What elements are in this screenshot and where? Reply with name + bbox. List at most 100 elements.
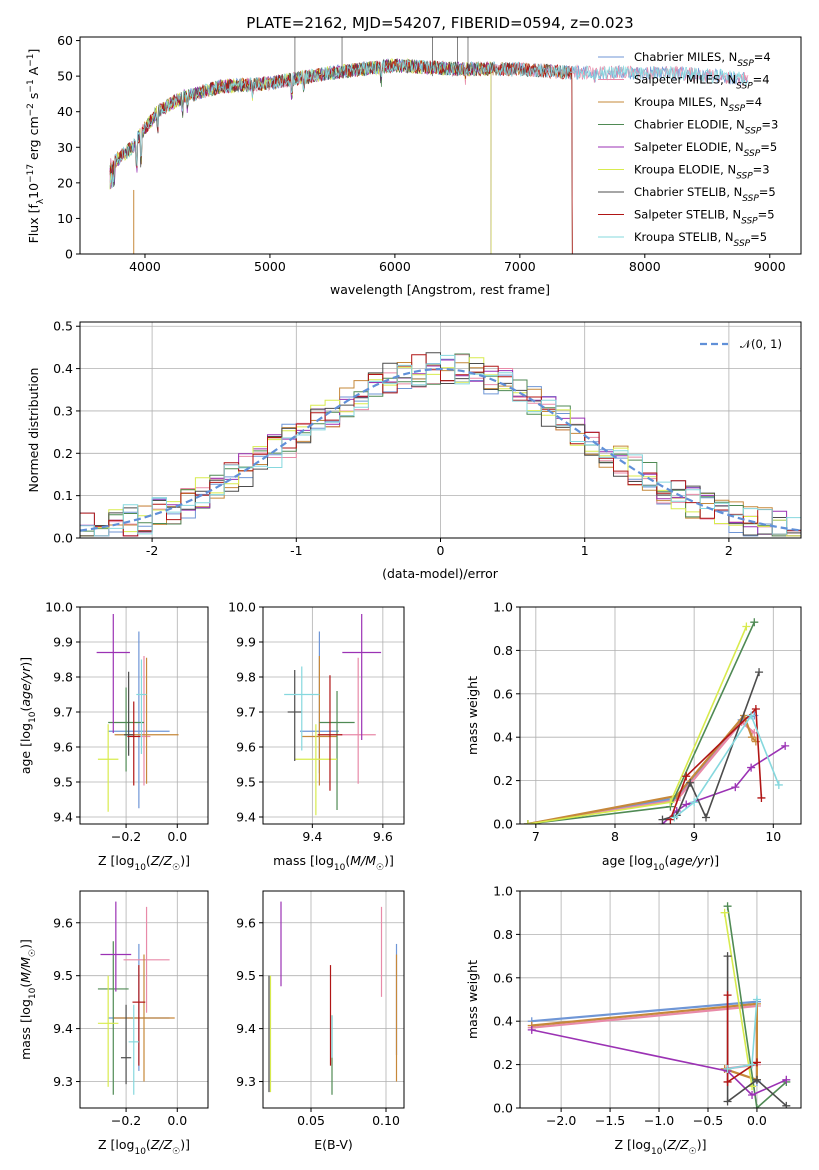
y-tick-label: 9.4 [236, 810, 256, 825]
label-part: age [log [602, 853, 653, 868]
label-part: Kroupa STELIB, N [634, 230, 734, 244]
x-tick-label: 9.4 [302, 829, 322, 844]
label-part: A [26, 66, 41, 79]
label-part: ( [146, 1137, 151, 1152]
label-part: 10 [26, 183, 41, 199]
x-axis-label: mass [log10(M/M☉)] [273, 853, 394, 873]
error-point [319, 691, 355, 810]
weight-marker [690, 798, 699, 807]
error-point [123, 906, 170, 1013]
error-point [127, 701, 141, 786]
weight-series-8 [673, 713, 780, 819]
x-tick-label: −1.0 [644, 1113, 674, 1128]
label-part: ( [664, 853, 669, 868]
label-part: SSP [729, 104, 746, 114]
label-part: ( [18, 707, 33, 712]
y-tick-label: 0.1 [53, 488, 73, 503]
weight-marker [748, 1060, 757, 1069]
label-part: =4 [745, 95, 762, 109]
weight-marker [752, 1058, 761, 1067]
weight-marker [750, 618, 759, 627]
label-part: Z [log [615, 1137, 651, 1152]
label-part: Z [log [98, 1137, 134, 1152]
y-axis-label: mass weight [465, 676, 480, 755]
error-point [301, 656, 338, 786]
weight-marker [781, 741, 790, 750]
legend-label: Chabrier ELODIE, NSSP=3 [634, 118, 778, 137]
label-part: Salpeter STELIB, N [634, 208, 741, 222]
label-part: Salpeter MILES, N [634, 73, 736, 87]
weight-series-2 [531, 1002, 759, 1082]
weight-marker [774, 780, 783, 789]
axes-frame [262, 890, 405, 1109]
plot-area [284, 614, 382, 816]
legend-label: Kroupa MILES, NSSP=4 [634, 95, 762, 114]
y-tick-label: 0.2 [493, 1057, 513, 1072]
weight-series-2 [527, 713, 757, 824]
label-part: ☉ [28, 949, 38, 957]
error-point [108, 687, 144, 772]
x-tick-label: −0.2 [111, 1113, 141, 1128]
spectrum-series-4 [109, 58, 492, 254]
y-tick-label: 9.5 [53, 775, 73, 790]
x-tick-label: 2 [725, 543, 733, 558]
plot-area [527, 902, 791, 1108]
label-part: Kroupa MILES, N [634, 95, 729, 109]
label-part: Kroupa ELODIE, N [634, 163, 736, 177]
y-axis-label: Normed distribution [26, 368, 41, 493]
label-part: 10 [651, 1147, 663, 1157]
error-point [132, 965, 146, 1066]
y-tick-label: 10 [57, 211, 73, 226]
label-part: )] [697, 1137, 707, 1152]
axes-age_vs_Z: −0.2 0.0 9.4 9.5 9.6 9.7 9.8 9.9 10.0 [45, 600, 209, 844]
label-part: SSP [734, 239, 751, 249]
label-part: SSP [745, 127, 762, 137]
weight-marker [723, 902, 732, 911]
weight-marker [658, 815, 667, 824]
label-part: =4 [754, 50, 771, 64]
label-part: Chabrier MILES, N [634, 50, 737, 64]
y-tick-label: 9.7 [236, 705, 256, 720]
y-tick-label: 9.4 [53, 1021, 73, 1036]
y-tick-label: 30 [57, 140, 73, 155]
label-part: 10 [28, 711, 38, 723]
axes-frame [519, 890, 802, 1109]
residual-histogram-2 [80, 362, 801, 537]
label-part: Z/Z [150, 853, 173, 868]
x-tick-label: 5000 [254, 259, 286, 274]
weight-marker [682, 772, 691, 781]
error-point [124, 671, 134, 756]
plot-area [96, 614, 179, 812]
label-part: =5 [759, 185, 776, 199]
x-tick-label: 4000 [129, 259, 161, 274]
label-part: )] [709, 853, 719, 868]
weight-series-4 [661, 745, 786, 824]
label-part: SSP [741, 217, 758, 227]
plot-area [80, 352, 801, 537]
axes-mass_vs_ebv: 0.05 0.10 9.3 9.4 9.5 9.6 [236, 890, 405, 1128]
label-part: 10 [134, 863, 146, 873]
label-part: =5 [760, 140, 777, 154]
error-point [317, 675, 343, 791]
weight-marker [752, 1104, 761, 1108]
label-part: age [log [18, 723, 33, 774]
label-part: E(B-V) [314, 1137, 353, 1152]
y-tick-label: 0.4 [53, 361, 73, 376]
y-tick-label: 10.0 [228, 600, 256, 615]
legend-label: 𝒩(0, 1) [740, 337, 782, 351]
weight-marker [666, 798, 675, 807]
label-part: ☉ [376, 863, 384, 873]
x-tick-label: 8 [611, 829, 619, 844]
weight-series-4 [531, 1029, 787, 1096]
weight-marker [527, 1025, 536, 1034]
plot-area [109, 37, 749, 254]
label-part: s [26, 93, 41, 104]
error-point [136, 659, 147, 754]
weight-marker [720, 908, 729, 917]
error-point [100, 901, 132, 992]
label-part: ] [26, 49, 41, 54]
label-part: SSP [736, 82, 753, 92]
label-part: )] [180, 853, 190, 868]
weight-marker [523, 820, 532, 824]
label-part: SSP [742, 194, 759, 204]
